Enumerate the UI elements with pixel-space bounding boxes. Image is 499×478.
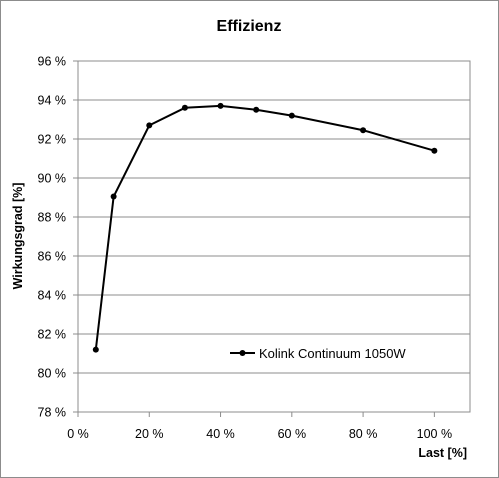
- legend-point-marker: [239, 350, 246, 356]
- y-tick-label: 92 %: [38, 133, 67, 147]
- x-tick-label: 20 %: [135, 427, 164, 441]
- x-axis-ticks: 0 % 20 % 40 % 60 % 80 % 100 %: [67, 412, 452, 441]
- y-axis-label: Wirkungsgrad [%]: [11, 183, 25, 290]
- x-axis-label: Last [%]: [418, 446, 467, 460]
- data-point: [181, 104, 188, 111]
- chart-title: Effizienz: [217, 18, 282, 35]
- data-point: [288, 112, 295, 119]
- y-tick-label: 80 %: [38, 367, 67, 381]
- gridlines: [78, 99, 470, 374]
- y-tick-label: 78 %: [38, 406, 67, 420]
- y-tick-label: 88 %: [38, 211, 67, 225]
- data-point: [92, 346, 99, 353]
- legend: Kolink Continuum 1050W: [230, 346, 406, 361]
- data-point: [253, 106, 260, 113]
- x-tick-label: 0 %: [67, 427, 89, 441]
- x-tick-label: 80 %: [349, 427, 378, 441]
- y-tick-label: 84 %: [38, 289, 67, 303]
- data-point: [360, 127, 367, 134]
- data-point: [110, 193, 117, 200]
- x-tick-label: 100 %: [417, 427, 452, 441]
- data-point: [431, 147, 438, 154]
- x-tick-label: 60 %: [278, 427, 307, 441]
- data-point: [146, 122, 153, 129]
- y-tick-label: 86 %: [38, 250, 67, 264]
- series-line: [94, 104, 435, 350]
- x-tick-label: 40 %: [206, 427, 235, 441]
- y-tick-label: 94 %: [38, 94, 67, 108]
- y-tick-label: 82 %: [38, 328, 67, 342]
- y-tick-label: 96 %: [38, 55, 67, 69]
- y-axis-ticks: 78 % 80 % 82 % 84 % 86 % 88 % 90 % 92 % 94 % 96 %: [38, 55, 78, 420]
- plot-area: [77, 60, 471, 413]
- data-point: [217, 102, 224, 109]
- legend-series-label: Kolink Continuum 1050W: [259, 346, 406, 361]
- y-tick-label: 90 %: [38, 172, 67, 186]
- series-layer: [92, 102, 438, 353]
